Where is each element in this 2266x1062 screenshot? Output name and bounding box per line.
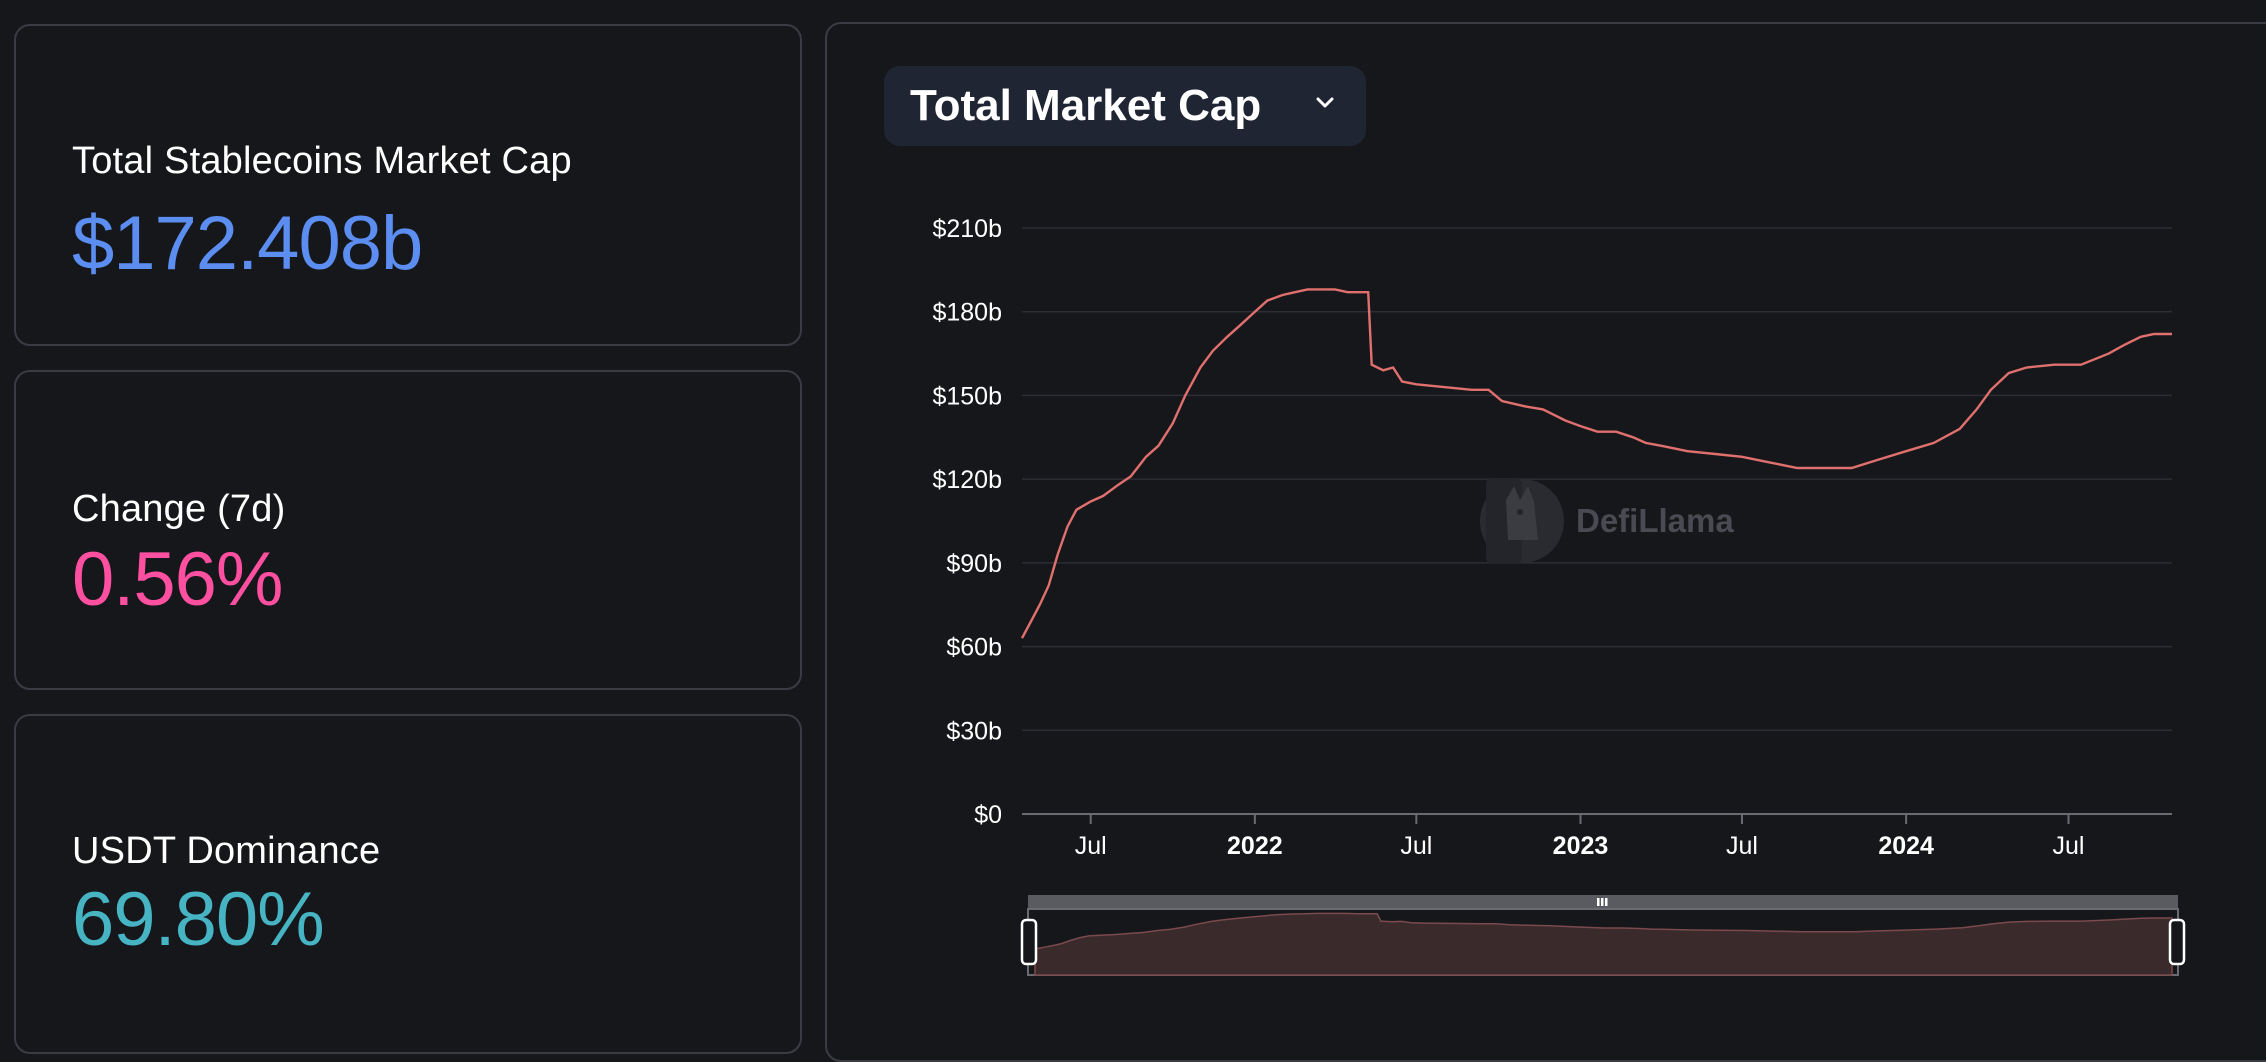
usdt-dominance-value: 69.80%	[72, 877, 325, 962]
defillama-watermark: DefiLlama	[1480, 478, 1734, 564]
watermark-text: DefiLlama	[1576, 502, 1734, 539]
slider-preview-area	[1034, 912, 2173, 976]
market-cap-value: $172.408b	[72, 201, 423, 286]
y-tick-label: $60b	[946, 634, 1002, 662]
slider-left-handle[interactable]	[1020, 918, 1038, 966]
y-tick-label: $90b	[946, 550, 1002, 578]
y-tick-label: $120b	[932, 466, 1002, 494]
market-cap-label: Total Stablecoins Market Cap	[72, 140, 572, 182]
grid	[1022, 227, 2172, 815]
x-tick-label: Jul	[1400, 832, 1432, 860]
chevron-down-icon	[1316, 97, 1334, 108]
chart-type-label: Total Market Cap	[910, 81, 1262, 130]
slider-grip-icon	[1597, 898, 1608, 906]
change-7d-card: Change (7d) 0.56%	[14, 370, 802, 690]
x-tick-label: Jul	[1726, 832, 1758, 860]
x-tick-label: 2024	[1878, 832, 1934, 860]
market-cap-line	[1020, 288, 2172, 639]
y-tick-label: $210b	[932, 215, 1002, 243]
llama-logo-icon	[1480, 478, 1564, 564]
y-tick-label: $180b	[932, 299, 1002, 327]
x-tick-label: Jul	[2053, 832, 2085, 860]
market-cap-card: Total Stablecoins Market Cap $172.408b	[14, 24, 802, 346]
slider-right-handle[interactable]	[2168, 918, 2186, 966]
chart-type-selector[interactable]: Total Market Cap	[884, 66, 1366, 146]
x-tick-label: Jul	[1075, 832, 1107, 860]
y-tick-label: $0	[974, 801, 1002, 829]
y-axis: $0 $30b $60b $90b $120b $150b $180b $210b	[932, 215, 1002, 829]
change-7d-value: 0.56%	[72, 537, 283, 622]
market-cap-chart: DefiLlama $0$30b$60b$90b$120b$150b$180b$…	[932, 215, 2186, 976]
x-axis: Jul 2022 Jul 2023 Jul 2024 Jul	[1075, 814, 2085, 860]
y-tick-label: $150b	[932, 382, 1002, 410]
x-tick-label: 2022	[1227, 832, 1283, 860]
y-tick-label: $30b	[946, 717, 1002, 745]
usdt-dominance-label: USDT Dominance	[72, 830, 381, 872]
zoom-slider[interactable]	[1020, 895, 2186, 976]
x-tick-label: 2023	[1553, 832, 1609, 860]
change-7d-label: Change (7d)	[72, 488, 286, 530]
